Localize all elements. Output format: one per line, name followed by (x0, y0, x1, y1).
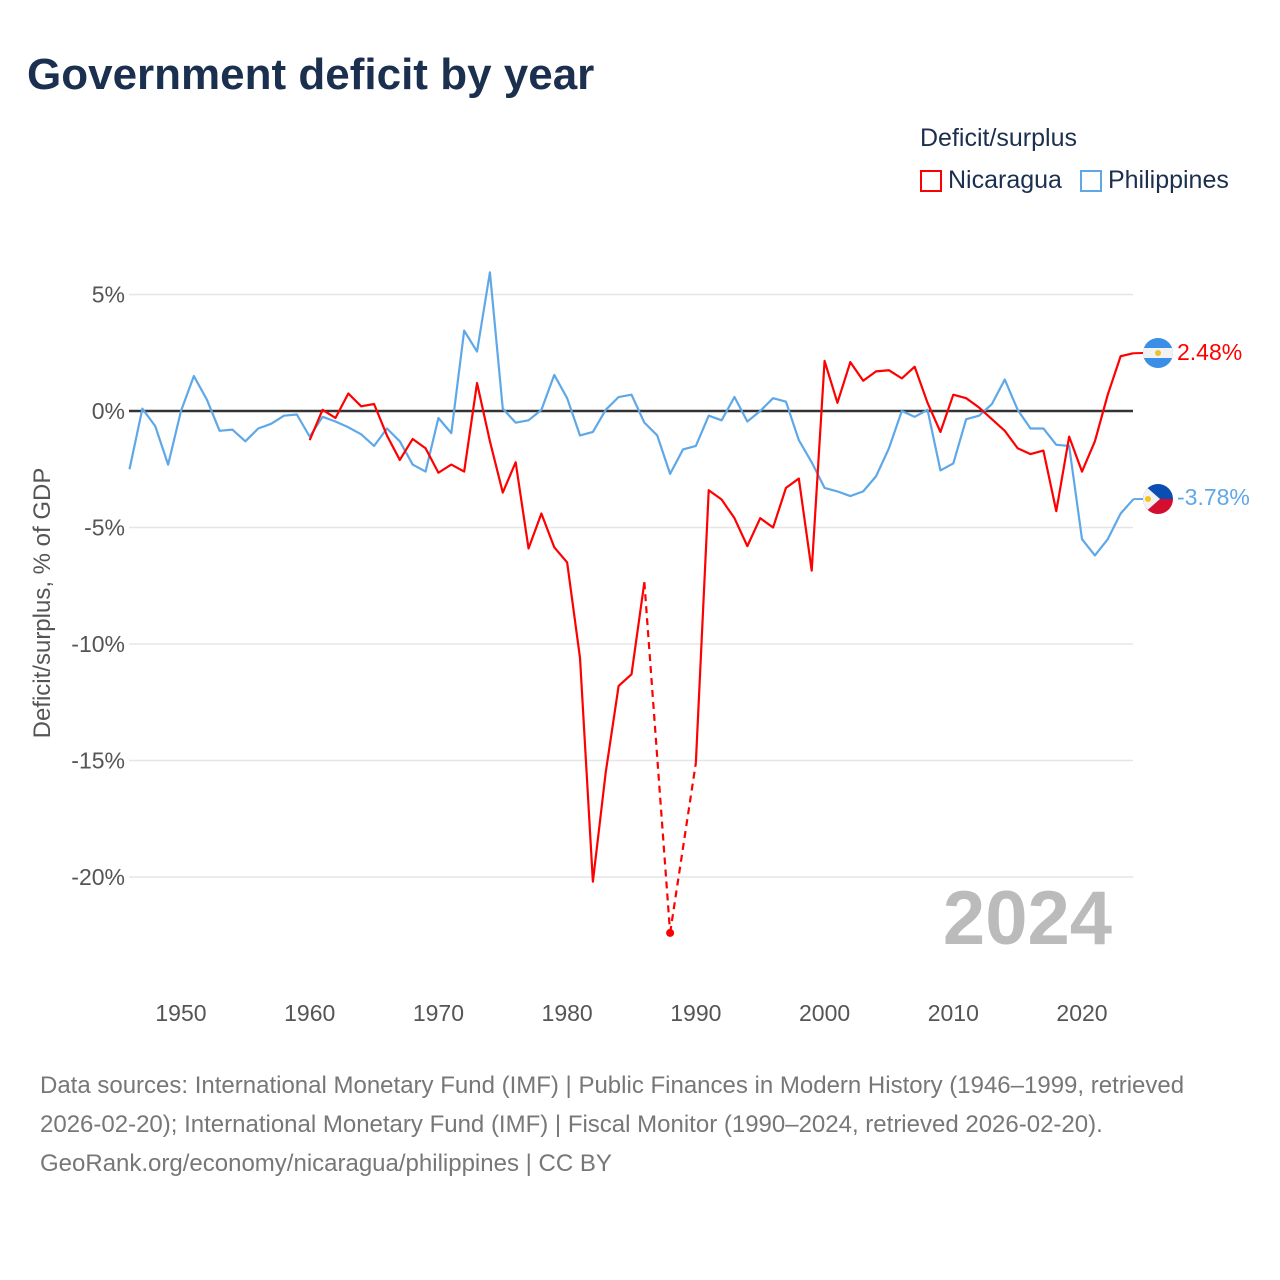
y-axis-label: Deficit/surplus, % of GDP (29, 468, 56, 739)
legend-swatch-nicaragua (920, 169, 942, 192)
gap-line-nicaragua (669, 762, 697, 934)
x-tick-label: 2010 (928, 1000, 979, 1026)
y-tick-label: -15% (71, 748, 125, 774)
y-tick-label: 5% (92, 282, 125, 308)
y-tick-label: -10% (71, 631, 125, 657)
series-line-nicaragua (308, 381, 646, 883)
y-tick-label: 0% (92, 398, 125, 424)
x-tick-label: 1970 (413, 1000, 464, 1026)
legend-title: Deficit/surplus (920, 124, 1077, 152)
x-tick-label: 1960 (284, 1000, 335, 1026)
footer: Data sources: International Monetary Fun… (40, 1066, 1240, 1183)
legend-swatch-philippines (1079, 169, 1102, 192)
chart-title: Government deficit by year (27, 50, 595, 99)
y-tick-label: -20% (71, 864, 125, 890)
y-tick-label: -5% (84, 515, 125, 541)
x-tick-label: 1990 (670, 1000, 721, 1026)
x-tick-label: 1950 (155, 1000, 206, 1026)
legend: Nicaragua Philippines (920, 166, 1229, 195)
x-tick-label: 1980 (542, 1000, 593, 1026)
legend-label: Philippines (1107, 166, 1229, 194)
series-line-philippines (128, 271, 1135, 557)
flag-philippines-icon (1143, 484, 1173, 514)
gap-line-nicaragua (643, 582, 672, 934)
legend-item-philippines[interactable]: Philippines (1079, 166, 1229, 195)
legend-label: Nicaragua (948, 166, 1062, 194)
legend-item-nicaragua[interactable]: Nicaragua (920, 166, 1062, 195)
series-line-nicaragua (694, 352, 1134, 763)
plot-area: 5% 0% -5% -10% -15% -20% 1950 1960 1970 1980 1990 2… (29, 271, 1250, 1026)
year-watermark: 2024 (943, 876, 1112, 961)
x-tick-label: 2020 (1056, 1000, 1107, 1026)
end-label-nicaragua: 2.48% (1177, 339, 1242, 365)
credit-link[interactable]: GeoRank.org/economy/nicaragua/philippine… (40, 1150, 612, 1177)
end-label-philippines: -3.78% (1177, 484, 1250, 510)
x-tick-label: 2000 (799, 1000, 850, 1026)
data-sources: Data sources: International Monetary Fun… (40, 1072, 1185, 1138)
flag-nicaragua-icon (1143, 338, 1173, 368)
